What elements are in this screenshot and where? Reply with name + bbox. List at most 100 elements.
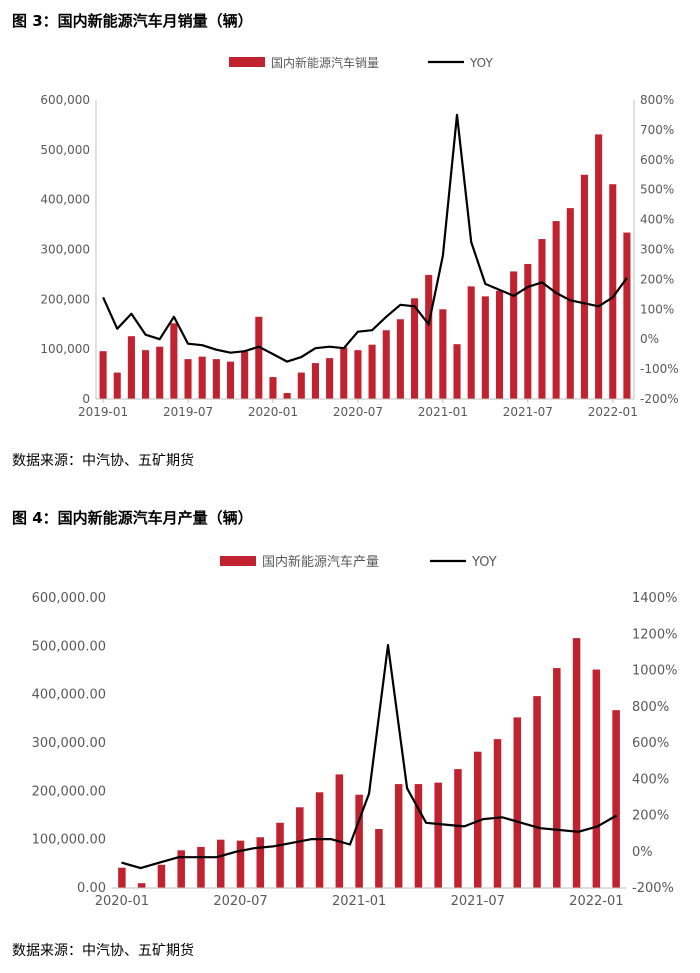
x-tick-label: 2021-01 [418,405,468,419]
bar [256,837,265,888]
bar [198,356,206,399]
bar [552,221,560,399]
bar [375,829,383,888]
bar [157,864,166,888]
y-right-tick-label: -100% [640,362,679,376]
bar [513,717,522,888]
bar [216,839,225,888]
figure-3-source: 数据来源：中汽协、五矿期货 [12,453,194,469]
x-tick-label: 2020-07 [213,894,267,909]
x-tick-label: 2019-07 [163,405,213,419]
y-right-tick-label: 400% [640,213,674,227]
bar [382,330,390,399]
bar [580,174,588,399]
bar [127,336,135,399]
y-right-tick-label: 700% [640,123,674,137]
y-left-tick-label: 300,000 [40,243,90,257]
y-left-tick-label: 200,000 [40,292,90,306]
yoy-line [121,643,618,870]
bar [493,739,502,888]
bar [623,232,631,399]
figure-3-title: 图 3：国内新能源汽车月销量（辆） [12,12,253,30]
bar [184,359,192,399]
bar [368,344,376,399]
yoy-line [102,113,628,363]
bar [524,263,532,399]
x-tick-label: 2022-01 [588,405,638,419]
bar [355,794,363,888]
bar [340,347,348,399]
x-tick-label: 2020-07 [333,405,383,419]
bar [553,668,561,888]
y-right-tick-label: 400% [632,772,669,787]
bar [453,344,461,399]
y-right-tick-label: 500% [640,183,674,197]
bar [177,850,185,888]
y-left-tick-label: 100,000.00 [32,833,106,848]
bar [538,239,546,399]
bar [226,361,235,399]
y-left-tick-label: 600,000 [40,93,90,107]
bar [269,377,277,399]
x-tick-label: 2020-01 [248,405,298,419]
y-right-tick-label: 200% [640,272,674,286]
bar [454,769,462,888]
bar [609,184,617,399]
bar [481,296,489,399]
figure-4-title: 图 4：国内新能源汽车月产量（辆） [12,509,253,527]
bar [236,840,245,888]
y-right-tick-label: 200% [632,809,669,824]
y-left-tick-label: 600,000.00 [32,591,106,606]
legend-label-line: YOY [471,555,497,570]
y-right-tick-label: 1000% [632,664,677,679]
bar [311,363,319,399]
bar [354,350,362,399]
bar [297,372,305,399]
bar [411,298,419,399]
y-left-tick-label: 200,000.00 [32,784,106,799]
x-tick-label: 2021-07 [451,894,505,909]
y-right-tick-label: 800% [632,700,669,715]
figure-3-chart: 国内新能源汽车销量 YOY 0 100,000 200,000 300,000 400,00… [40,55,679,419]
bar [255,316,263,399]
bar [283,393,291,399]
bar [142,350,150,399]
bar [296,807,304,888]
bar [612,710,620,888]
y-right-tick-label: 100% [640,302,674,316]
y-left-tick-label: 0.00 [77,881,106,896]
y-right-tick-label: 300% [640,243,674,257]
x-tick-label: 2021-07 [503,405,553,419]
y-right-tick-label: 0% [632,845,653,860]
legend-label-bar: 国内新能源汽车产量 [262,554,379,570]
bar [170,323,178,399]
bar [592,669,601,888]
legend-swatch-bar [229,57,265,67]
y-right-tick-label: 600% [632,736,669,751]
bar [326,358,334,399]
bar [156,346,164,399]
y-right-tick-label: 1400% [632,591,677,606]
y-right-tick-label: 1200% [632,627,677,642]
y-right-tick-label: -200% [632,881,674,896]
bar [137,883,146,888]
bar [113,372,121,399]
bar [414,784,423,888]
x-tick-label: 2019-01 [78,405,128,419]
bar [495,290,504,399]
y-right-tick-label: 800% [640,93,674,107]
figure-4-chart: 国内新能源汽车产量 YOY 0.00 100,000.00 200,000.00 300,… [32,554,678,909]
y-left-tick-label: 500,000 [40,143,90,157]
y-left-tick-label: 0 [82,392,90,406]
x-tick-label: 2020-01 [95,894,149,909]
y-left-tick-label: 300,000.00 [32,736,106,751]
y-right-tick-label: 600% [640,153,674,167]
y-right-tick-label: 0% [640,332,659,346]
bar [566,208,574,399]
bar [439,309,447,399]
x-tick-label: 2021-01 [332,894,386,909]
bar [572,638,581,888]
x-tick-label: 2022-01 [569,894,623,909]
y-right-tick-label: -200% [640,392,679,406]
legend-label-bar: 国内新能源汽车销量 [271,55,379,70]
